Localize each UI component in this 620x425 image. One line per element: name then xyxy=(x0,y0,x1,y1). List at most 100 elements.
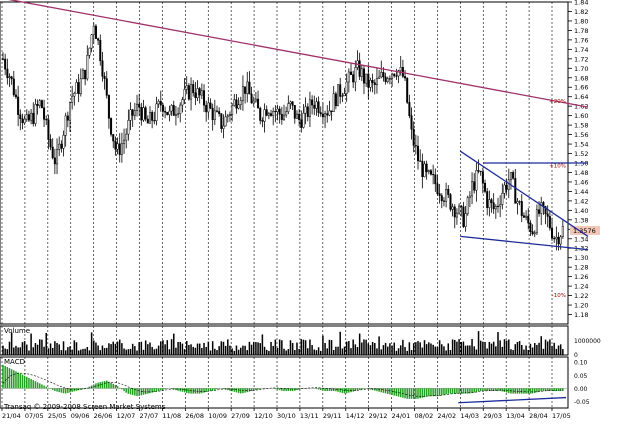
candle-body xyxy=(25,114,28,120)
candle-body xyxy=(21,118,24,124)
x-tick-label: 21/04 xyxy=(2,412,21,420)
candle-body xyxy=(559,236,562,245)
y-tick-label: 1.30 xyxy=(574,254,588,262)
candle-body xyxy=(272,110,275,116)
trendline xyxy=(459,150,589,237)
candle-body xyxy=(540,202,543,214)
candle-body xyxy=(213,110,216,120)
candle-body xyxy=(468,195,471,198)
candle-body xyxy=(116,143,119,150)
candle-body xyxy=(62,134,65,149)
candle-body xyxy=(404,76,407,79)
candle-body xyxy=(27,114,30,121)
candle-body xyxy=(362,68,365,84)
trendline xyxy=(460,235,589,251)
candle-body xyxy=(170,105,173,112)
candle-body xyxy=(289,101,292,104)
candle-body xyxy=(241,86,244,101)
x-tick-label: 30/10 xyxy=(277,412,296,420)
candle-body xyxy=(358,60,361,77)
candle-body xyxy=(328,110,331,116)
candle-body xyxy=(315,101,318,109)
candle-body xyxy=(533,232,536,235)
candle-body xyxy=(421,160,424,177)
candle-body xyxy=(92,25,95,35)
volume-tick-label: 0 xyxy=(574,352,578,359)
y-tick-label: 1.66 xyxy=(574,84,588,92)
y-tick-label: 1.26 xyxy=(574,273,588,281)
macd-tick-label: -0.05 xyxy=(574,399,590,406)
candle-body xyxy=(382,72,385,78)
candle-body xyxy=(142,107,145,121)
candle-body xyxy=(261,120,264,122)
candle-body xyxy=(352,74,355,83)
candle-body xyxy=(114,140,117,150)
candle-body xyxy=(257,98,260,109)
candle-body xyxy=(313,104,316,109)
candle-body xyxy=(71,95,74,103)
y-tick-label: 1.54 xyxy=(574,141,588,149)
candle-body xyxy=(285,111,288,116)
candle-body xyxy=(512,172,515,179)
candle-body xyxy=(231,105,234,115)
y-tick-label: 1.76 xyxy=(574,36,588,44)
candle-body xyxy=(429,170,432,175)
candle-body xyxy=(406,77,409,103)
candle-body xyxy=(66,115,69,121)
candle-body xyxy=(14,94,17,98)
x-tick-label: 14/03 xyxy=(460,412,479,420)
y-tick-label: 1.38 xyxy=(574,216,588,224)
candle-body xyxy=(473,181,476,191)
candle-body xyxy=(166,112,169,116)
x-tick-label: 27/09 xyxy=(231,412,250,420)
macd-frame xyxy=(0,356,569,409)
candle-body xyxy=(123,139,126,144)
candle-body xyxy=(259,107,262,121)
candle-body xyxy=(194,92,197,98)
candle-body xyxy=(479,170,482,172)
candle-body xyxy=(471,181,474,197)
candle-body xyxy=(177,113,180,115)
candle-body xyxy=(529,222,532,232)
x-tick-label: 29/12 xyxy=(369,412,388,420)
candle-body xyxy=(138,103,141,108)
candle-body xyxy=(157,101,160,105)
candle-body xyxy=(81,69,84,80)
candle-body xyxy=(77,82,80,95)
candle-body xyxy=(339,84,342,97)
candle-body xyxy=(464,213,467,227)
candle-body xyxy=(321,113,324,118)
candle-body xyxy=(304,106,307,114)
candle-body xyxy=(345,81,348,94)
x-tick-label: 27/07 xyxy=(140,412,159,420)
x-tick-label: 17/05 xyxy=(552,412,571,420)
candle-body xyxy=(488,199,491,208)
candle-body xyxy=(6,68,9,78)
candle-body xyxy=(350,71,353,75)
candle-body xyxy=(527,215,530,224)
candle-body xyxy=(265,109,268,116)
candle-body xyxy=(367,73,370,88)
candle-body xyxy=(133,110,136,116)
candle-body xyxy=(388,78,391,80)
candle-body xyxy=(196,88,199,98)
candle-body xyxy=(36,104,39,106)
candle-body xyxy=(107,95,110,119)
candle-body xyxy=(477,170,480,172)
x-tick-label: 08/02 xyxy=(415,412,434,420)
candle-body xyxy=(101,60,104,77)
candle-body xyxy=(224,116,227,127)
candle-body xyxy=(417,145,420,162)
candle-body xyxy=(211,107,214,120)
candle-body xyxy=(51,146,54,159)
candle-body xyxy=(237,104,240,109)
candle-body xyxy=(553,237,556,240)
candle-body xyxy=(38,100,41,106)
candle-body xyxy=(419,160,422,162)
candle-body xyxy=(410,115,413,130)
candle-body xyxy=(17,96,20,115)
candle-body xyxy=(501,192,504,205)
candle-body xyxy=(19,114,22,120)
last-price-badge xyxy=(570,225,600,235)
candle-body xyxy=(190,84,193,100)
